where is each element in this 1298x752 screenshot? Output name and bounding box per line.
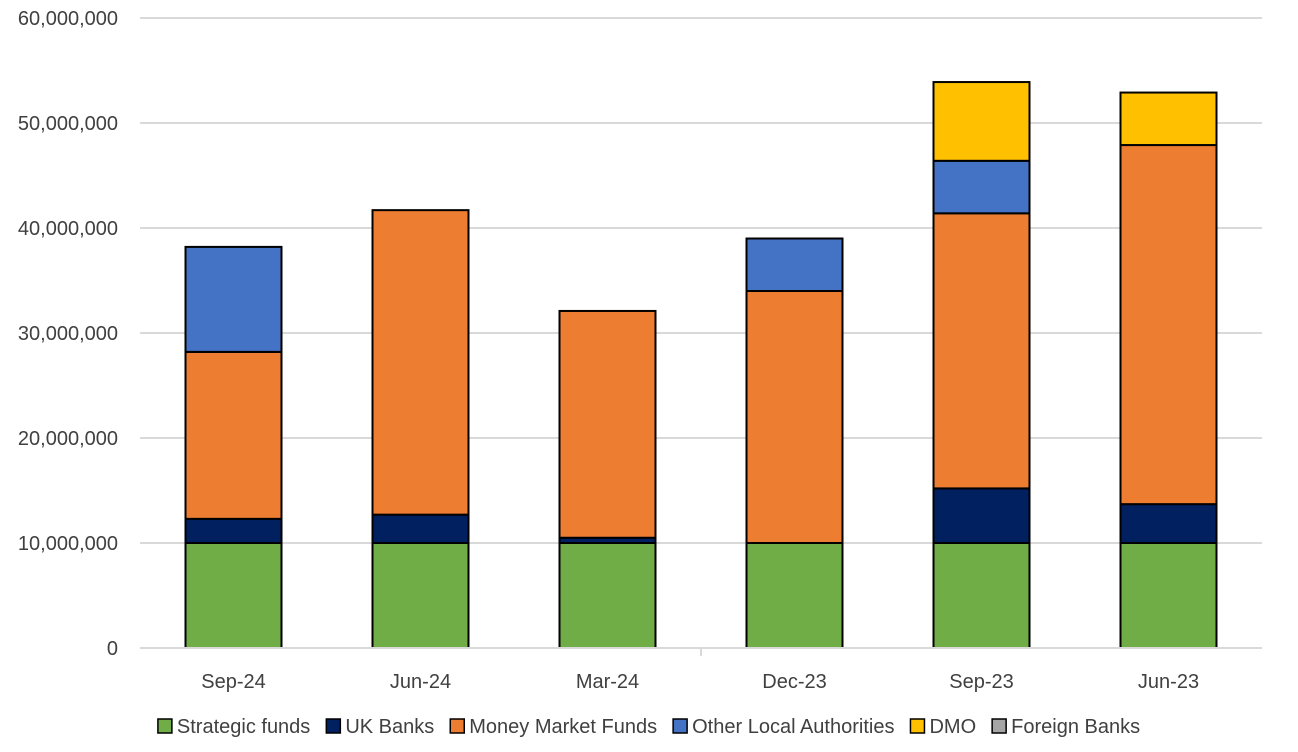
bar-segment-money-market-funds xyxy=(745,290,844,544)
legend-swatch xyxy=(909,718,926,734)
bars xyxy=(184,81,1218,649)
bar-segment-strategic-funds xyxy=(745,542,844,649)
bar-segment-dmo xyxy=(1119,91,1218,147)
legend-swatch xyxy=(672,718,688,734)
bar-segment-money-market-funds xyxy=(184,350,283,520)
y-tick-label: 50,000,000 xyxy=(18,113,118,135)
x-axis: Sep-24 Jun-24 Mar-24 Dec-23 Sep-23 Jun-23 xyxy=(140,647,1262,693)
legend-label: Foreign Banks xyxy=(1011,716,1140,738)
legend-swatch xyxy=(157,718,173,734)
bar-segment-strategic-funds xyxy=(184,542,283,649)
legend-label: DMO xyxy=(929,716,976,738)
legend: Strategic funds UK Banks Money Market Fund… xyxy=(157,716,1140,738)
y-tick-label: 60,000,000 xyxy=(18,8,118,30)
bar-segment-uk-banks xyxy=(932,487,1031,544)
legend-label: Money Market Funds xyxy=(469,716,657,738)
legend-item-foreign-banks: Foreign Banks xyxy=(991,716,1140,738)
legend-swatch xyxy=(449,718,466,734)
bar-segment-strategic-funds xyxy=(1119,542,1218,649)
bar-segment-strategic-funds xyxy=(558,542,657,649)
legend-swatch xyxy=(991,718,1007,734)
legend-swatch xyxy=(325,718,342,734)
legend-item-strategic-funds: Strategic funds xyxy=(157,716,310,738)
y-axis: 0 10,000,000 20,000,000 30,000,000 40,000,00… xyxy=(18,8,118,660)
x-tick-label: Jun-23 xyxy=(1138,671,1199,693)
bar-segment-other-local-authorities xyxy=(745,237,844,292)
y-tick-label: 10,000,000 xyxy=(18,533,118,555)
legend-item-other-local-authorities: Other Local Authorities xyxy=(672,716,894,738)
legend-label: UK Banks xyxy=(345,716,434,738)
bar-segment-uk-banks xyxy=(184,517,283,544)
bar-segment-money-market-funds xyxy=(932,212,1031,490)
bar-segment-money-market-funds xyxy=(1119,144,1218,506)
bar-segment-strategic-funds xyxy=(371,542,470,649)
legend-label: Other Local Authorities xyxy=(692,716,894,738)
bar-segment-uk-banks xyxy=(371,513,470,545)
x-tick-label: Mar-24 xyxy=(576,671,639,693)
bar-segment-other-local-authorities xyxy=(184,245,283,353)
legend-label: Strategic funds xyxy=(177,716,310,738)
y-tick-label: 20,000,000 xyxy=(18,428,118,450)
x-tick-label: Sep-24 xyxy=(201,671,266,693)
gridlines xyxy=(140,17,1262,544)
legend-item-uk-banks: UK Banks xyxy=(325,716,434,738)
bar-segment-other-local-authorities xyxy=(932,159,1031,215)
legend-item-dmo: DMO xyxy=(909,716,976,738)
y-tick-label: 0 xyxy=(107,638,118,660)
x-tick-label: Sep-23 xyxy=(949,671,1014,693)
y-tick-label: 40,000,000 xyxy=(18,218,118,240)
bar-segment-money-market-funds xyxy=(371,209,470,516)
x-tick-label: Jun-24 xyxy=(390,671,451,693)
y-tick-label: 30,000,000 xyxy=(18,323,118,345)
bar-segment-money-market-funds xyxy=(558,309,657,539)
x-tick-label: Dec-23 xyxy=(762,671,826,693)
bar-segment-dmo xyxy=(932,81,1031,162)
bar-segment-strategic-funds xyxy=(932,542,1031,649)
bar-segment-uk-banks xyxy=(1119,503,1218,544)
legend-item-money-market-funds: Money Market Funds xyxy=(449,716,657,738)
